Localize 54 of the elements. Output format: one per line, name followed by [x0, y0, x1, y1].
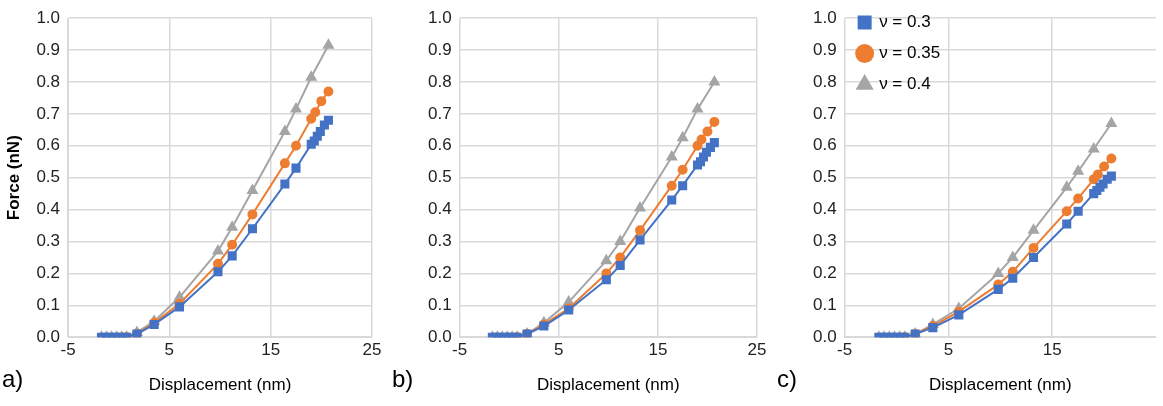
x-tick-label: 25 — [747, 340, 767, 360]
y-tick-label: 0.6 — [812, 135, 837, 155]
x-axis-title: Displacement (nm) — [148, 375, 292, 395]
y-tick-label: 0.6 — [36, 135, 61, 155]
y-tick-label: 0.9 — [812, 39, 837, 59]
x-tick-label: -5 — [60, 340, 76, 360]
y-tick-label: 0.8 — [427, 71, 452, 91]
y-tick-label: 0.1 — [812, 294, 837, 314]
y-tick-label: 0.9 — [36, 39, 61, 59]
y-tick-label: 0.2 — [812, 263, 837, 283]
text: b) — [392, 364, 414, 392]
y-tick-label: 0.0 — [812, 326, 837, 346]
x-tick-label: -5 — [837, 340, 853, 360]
x-tick-label: 25 — [362, 340, 382, 360]
y-tick-label: 0.1 — [427, 294, 452, 314]
legend-label: ν = 0.3 — [879, 12, 931, 32]
x-tick-label: 5 — [943, 340, 954, 360]
x-tick-label: 5 — [164, 340, 175, 360]
y-tick-label: 1.0 — [427, 7, 452, 27]
legend-label: ν = 0.4 — [879, 74, 931, 94]
x-tick-label: 15 — [648, 340, 668, 360]
y-tick-label: 0.5 — [427, 167, 452, 187]
y-tick-label: 0.6 — [427, 135, 452, 155]
y-tick-label: 0.0 — [427, 326, 452, 346]
x-axis-title: Displacement (nm) — [928, 375, 1072, 395]
y-tick-label: 0.4 — [427, 199, 452, 219]
y-tick-label: 1.0 — [36, 7, 61, 27]
y-tick-label: 0.2 — [36, 263, 61, 283]
x-tick-label: 15 — [1042, 340, 1062, 360]
y-tick-label: 0.2 — [427, 263, 452, 283]
y-tick-label: 0.8 — [812, 71, 837, 91]
y-tick-label: 0.0 — [36, 326, 61, 346]
x-tick-label: 15 — [261, 340, 281, 360]
y-tick-label: 0.4 — [812, 199, 837, 219]
x-tick-label: 5 — [554, 340, 564, 360]
y-tick-label: 0.8 — [36, 71, 61, 91]
text: a) — [2, 364, 24, 392]
y-tick-label: 0.1 — [36, 294, 61, 314]
y-tick-label: 0.7 — [427, 103, 452, 123]
y-tick-label: 0.3 — [36, 231, 61, 251]
legend-label: ν = 0.35 — [879, 43, 941, 63]
y-tick-label: 0.5 — [812, 167, 837, 187]
y-tick-label: 0.9 — [427, 39, 452, 59]
y-tick-label: 1.0 — [812, 7, 837, 27]
y-tick-label: 0.3 — [812, 231, 837, 251]
y-tick-label: 0.3 — [427, 231, 452, 251]
y-tick-label: 0.7 — [36, 103, 61, 123]
y-tick-label: 0.7 — [812, 103, 837, 123]
y-tick-label: 0.4 — [36, 199, 61, 219]
x-axis-title: Displacement (nm) — [536, 375, 680, 395]
y-tick-label: 0.5 — [36, 167, 61, 187]
text: c) — [777, 364, 797, 392]
y-axis-title: Force (nN) — [3, 135, 23, 221]
x-tick-label: -5 — [452, 340, 468, 360]
